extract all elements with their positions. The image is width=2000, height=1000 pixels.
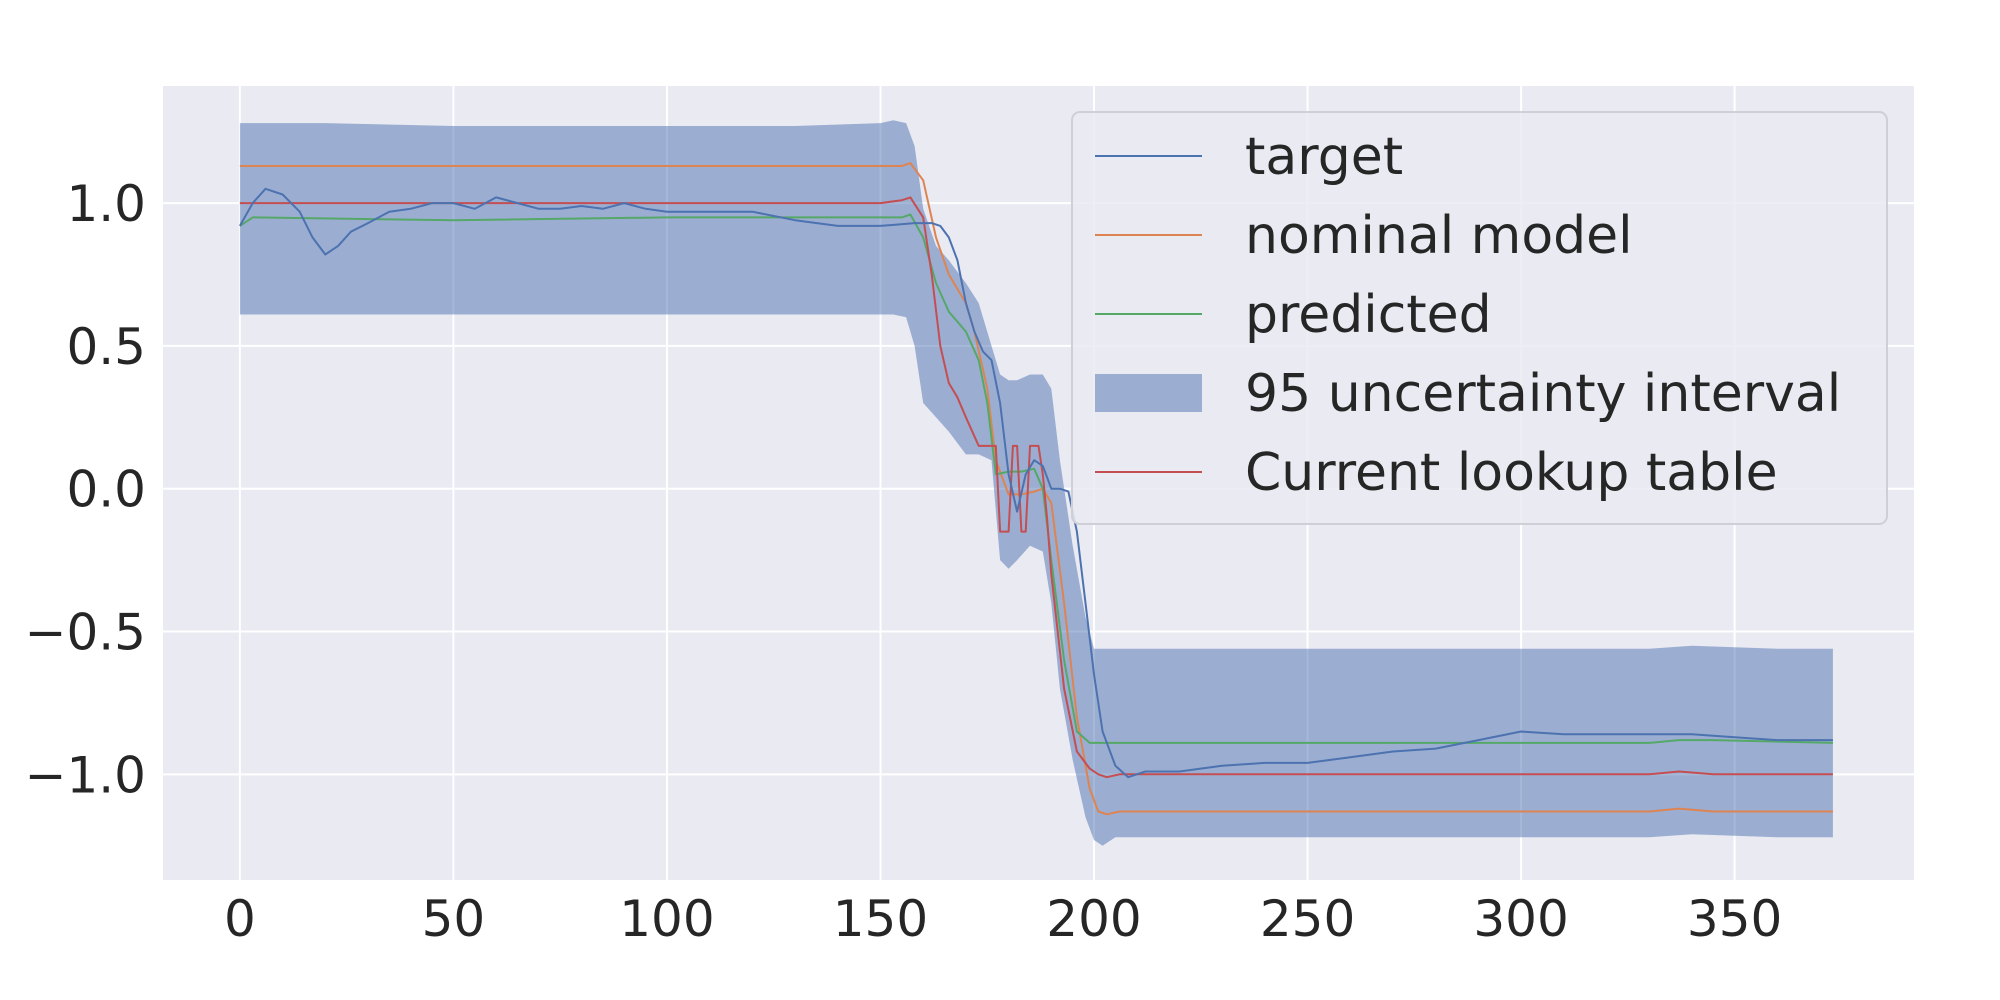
x-tick-label: 100 bbox=[619, 890, 714, 948]
legend-label-nominal: nominal model bbox=[1245, 206, 1633, 266]
x-tick-label: 300 bbox=[1473, 890, 1568, 948]
series-line-nominal bbox=[239, 162, 1833, 816]
series-layer bbox=[239, 162, 1833, 816]
x-tick-label: 200 bbox=[1046, 890, 1141, 948]
y-tick-label: −0.5 bbox=[25, 604, 146, 662]
series-line-target bbox=[239, 187, 1833, 779]
x-axis-ticks: 0 50 100 150 200 250 300 350 bbox=[224, 890, 1782, 948]
uncertainty-band bbox=[239, 120, 1833, 846]
y-tick-label: 0.0 bbox=[66, 461, 146, 519]
series-line-lookup bbox=[239, 196, 1833, 779]
legend-label-lookup: Current lookup table bbox=[1245, 443, 1778, 503]
y-tick-label: 1.0 bbox=[66, 175, 146, 233]
y-tick-label: 0.5 bbox=[66, 318, 146, 376]
uncertainty-band-layer bbox=[239, 120, 1833, 846]
legend-label-band: 95 uncertainty interval bbox=[1245, 364, 1841, 424]
x-tick-label: 0 bbox=[224, 890, 256, 948]
legend-label-predicted: predicted bbox=[1245, 285, 1492, 345]
x-tick-label: 150 bbox=[833, 890, 928, 948]
x-tick-label: 250 bbox=[1260, 890, 1355, 948]
y-axis-ticks: 1.0 0.5 0.0 −0.5 −1.0 bbox=[25, 175, 146, 804]
legend: target nominal model predicted 95 uncertain… bbox=[1071, 111, 1888, 525]
x-tick-label: 50 bbox=[422, 890, 486, 948]
legend-swatch-band bbox=[1095, 374, 1202, 412]
y-tick-label: −1.0 bbox=[25, 746, 146, 804]
x-tick-label: 350 bbox=[1687, 890, 1782, 948]
series-line-predicted bbox=[239, 213, 1833, 744]
legend-box bbox=[1071, 111, 1888, 525]
legend-label-target: target bbox=[1245, 127, 1403, 187]
